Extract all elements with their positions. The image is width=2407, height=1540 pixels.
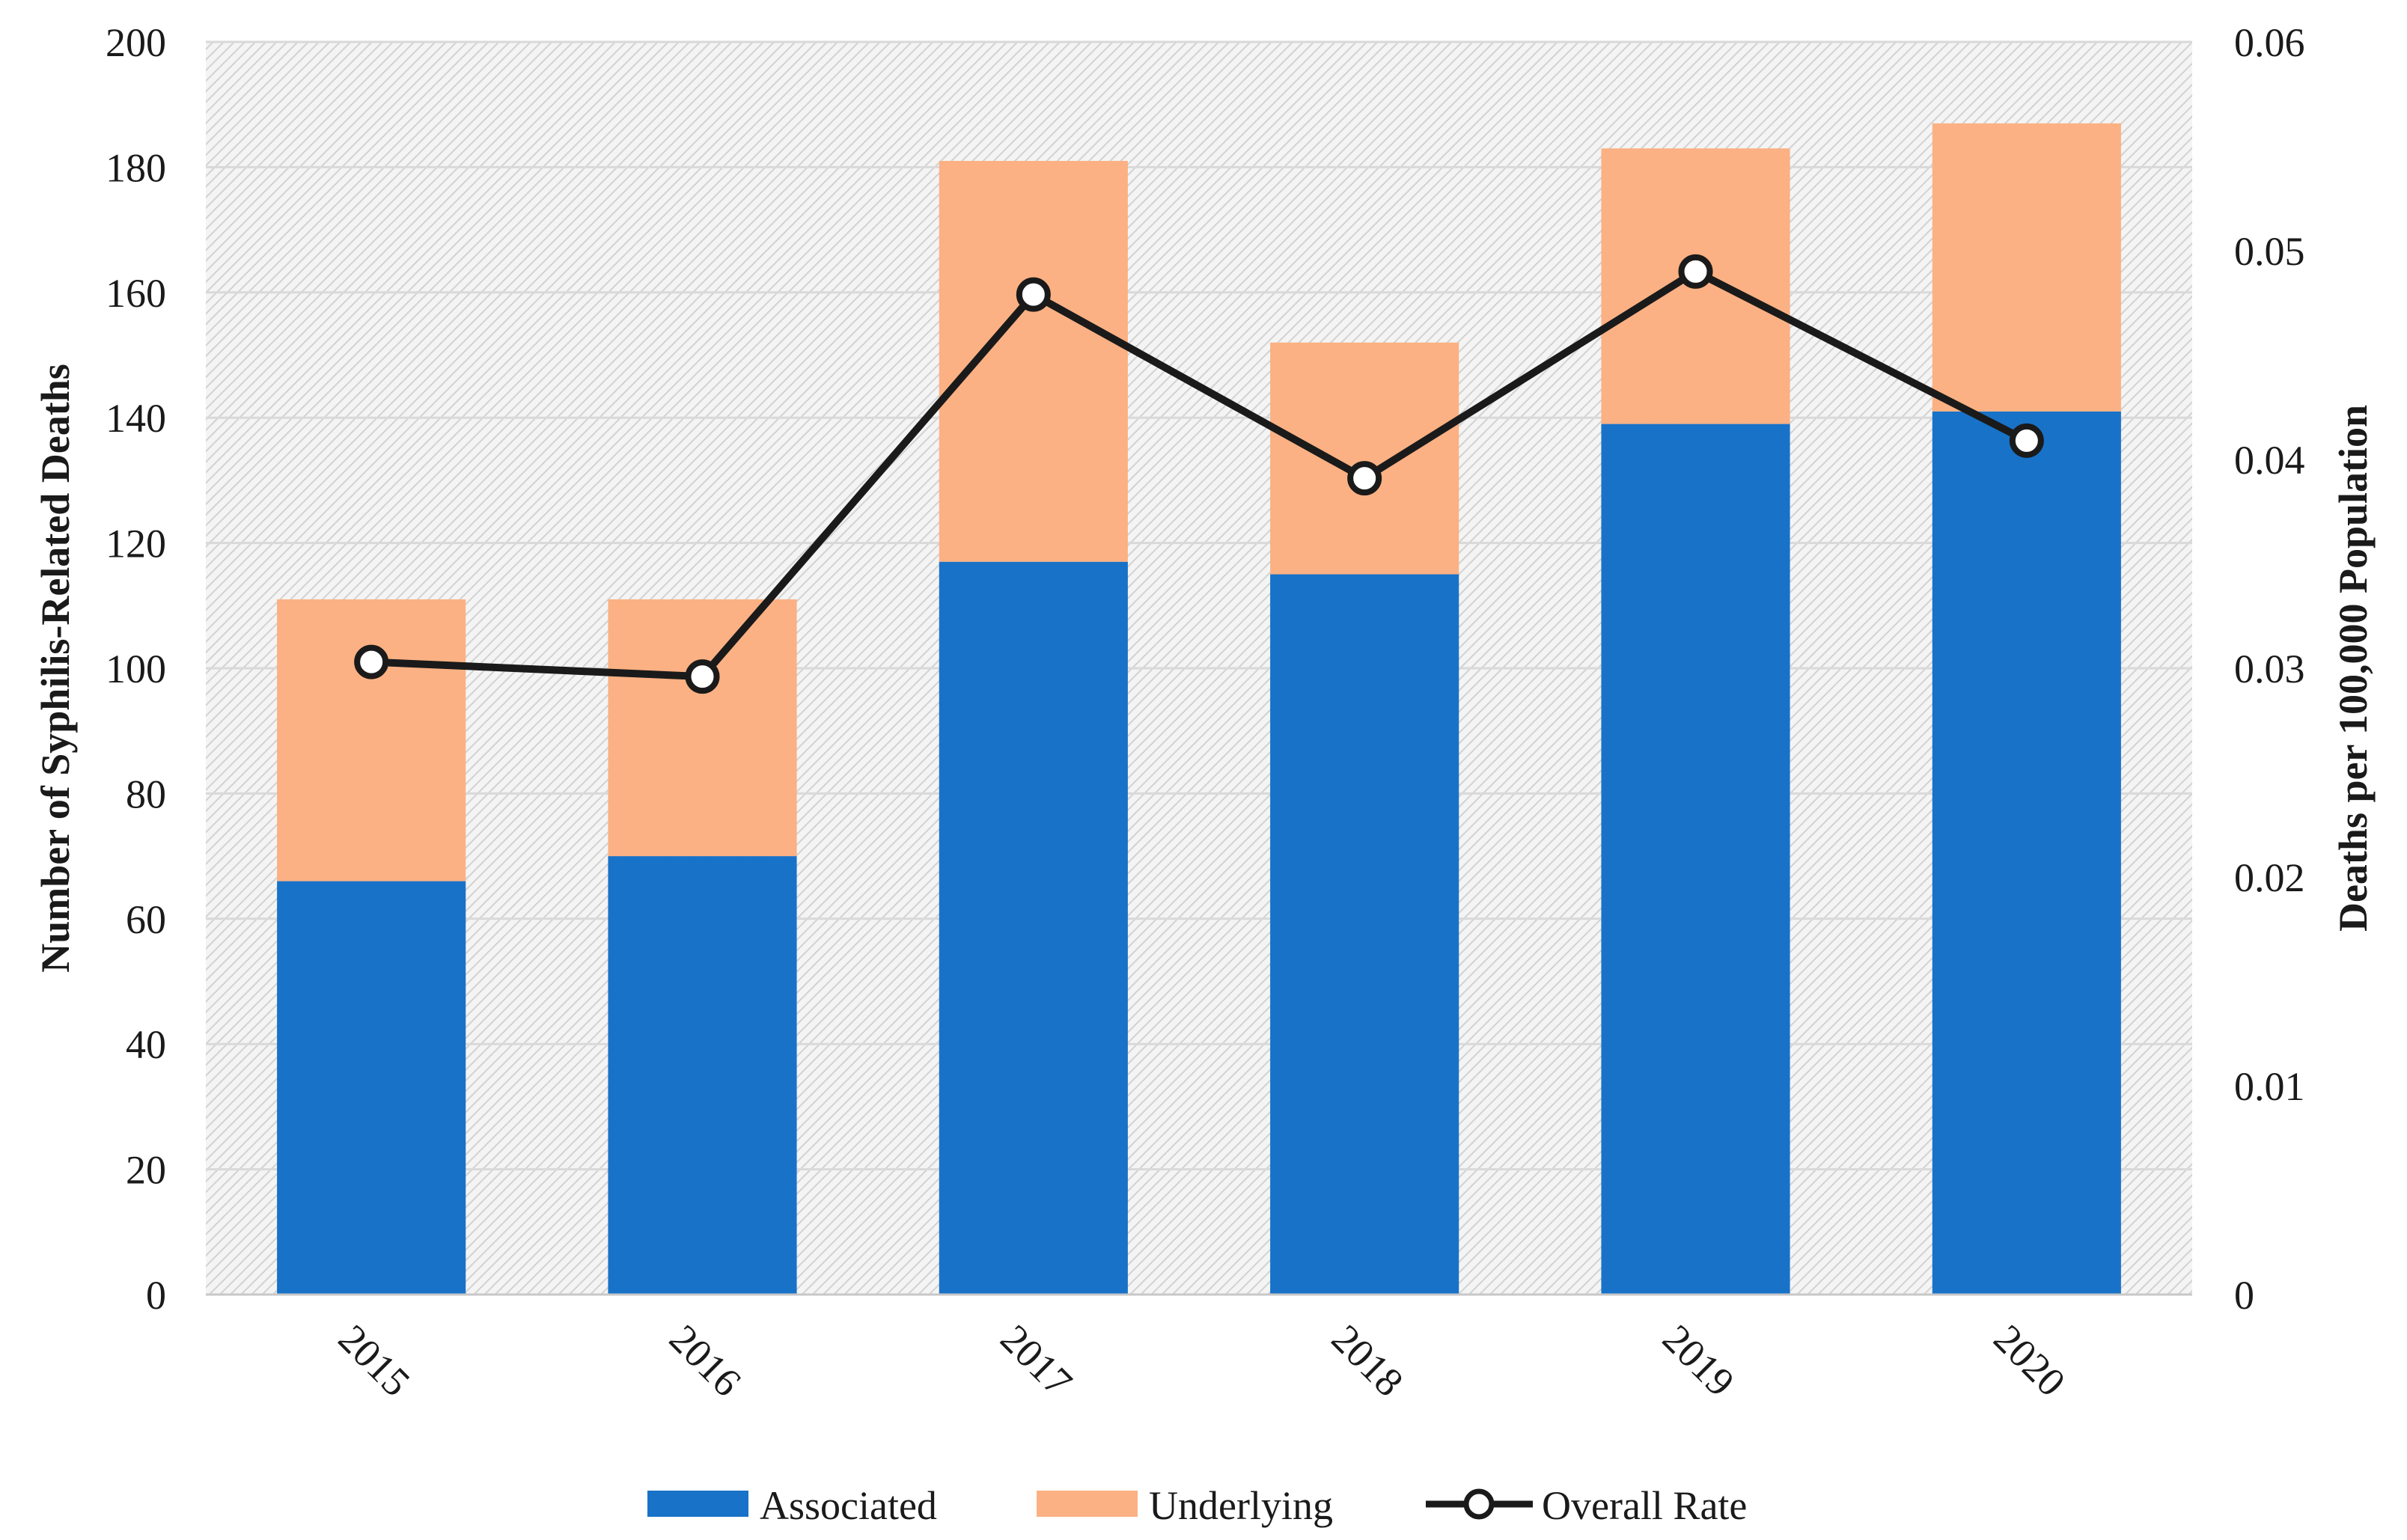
legend-swatch-associated [647, 1491, 748, 1517]
legend-label-associated: Associated [760, 1483, 937, 1528]
y2-axis-ticks: 0 0.01 0.02 0.03 0.04 0.05 0.06 [2234, 20, 2305, 1318]
y2-tick-label-0: 0 [2234, 1273, 2254, 1318]
y2-tick-label-0.03: 0.03 [2234, 647, 2305, 691]
y-tick-label-0: 0 [146, 1273, 166, 1318]
x-tick-label-2018: 2018 [1323, 1316, 1412, 1405]
bar-underlying-2017 [939, 161, 1128, 562]
y2-tick-label-0.01: 0.01 [2234, 1064, 2305, 1109]
y-tick-label-180: 180 [106, 145, 166, 190]
y-tick-label-80: 80 [126, 771, 166, 816]
legend-label-underlying: Underlying [1149, 1483, 1333, 1528]
y-axis-ticks: 0 20 40 60 80 100 120 140 160 180 200 [106, 20, 166, 1318]
y-tick-label-200: 200 [106, 20, 166, 65]
x-axis-ticks: 2015 2016 2017 2018 2019 2020 [330, 1316, 2074, 1405]
y-tick-label-140: 140 [106, 396, 166, 441]
legend-item-overall-rate: Overall Rate [1426, 1483, 1747, 1528]
y2-tick-label-0.02: 0.02 [2234, 855, 2305, 900]
y-tick-label-160: 160 [106, 271, 166, 316]
bar-associated-2018 [1270, 574, 1459, 1295]
y-tick-label-60: 60 [126, 897, 166, 942]
y2-axis-title: Deaths per 100,000 Population [2331, 405, 2376, 932]
y-tick-label-40: 40 [126, 1022, 166, 1067]
bar-associated-2015 [277, 881, 466, 1295]
bar-associated-2016 [608, 856, 797, 1295]
bar-underlying-2016 [608, 599, 797, 857]
point-overall-rate-2019 [1678, 254, 1713, 289]
x-tick-label-2016: 2016 [661, 1316, 750, 1405]
x-tick-label-2015: 2015 [330, 1316, 419, 1405]
bar-associated-2019 [1601, 424, 1790, 1295]
point-overall-rate-2015 [354, 644, 389, 679]
bar-underlying-2015 [277, 599, 466, 881]
x-tick-label-2017: 2017 [992, 1316, 1081, 1405]
bar-underlying-2020 [1932, 123, 2121, 412]
x-tick-label-2019: 2019 [1654, 1316, 1743, 1405]
x-tick-label-2020: 2020 [1985, 1316, 2074, 1405]
point-overall-rate-2016 [685, 659, 720, 694]
y-axis-title: Number of Syphilis-Related Deaths [33, 364, 78, 973]
y2-tick-label-0.06: 0.06 [2234, 20, 2305, 65]
y2-tick-label-0.05: 0.05 [2234, 229, 2305, 274]
y-tick-label-120: 120 [106, 522, 166, 566]
legend: Associated Underlying Overall Rate [647, 1483, 1747, 1528]
bar-underlying-2018 [1270, 342, 1459, 575]
bar-associated-2017 [939, 561, 1128, 1295]
legend-item-associated: Associated [647, 1483, 937, 1528]
line-overall-rate [370, 267, 2029, 681]
bar-associated-2020 [1932, 411, 2121, 1295]
bars [277, 123, 2121, 1295]
y2-tick-label-0.04: 0.04 [2234, 438, 2305, 483]
point-overall-rate-2018 [1347, 461, 1382, 496]
gridlines [206, 40, 2192, 1171]
legend-label-overall-rate: Overall Rate [1542, 1483, 1747, 1528]
y-tick-label-20: 20 [126, 1148, 166, 1193]
legend-marker-overall-rate [1463, 1488, 1495, 1520]
rate-line [354, 254, 2044, 694]
y-tick-label-100: 100 [106, 647, 166, 691]
point-overall-rate-2017 [1016, 277, 1051, 312]
point-overall-rate-2020 [2009, 423, 2044, 458]
legend-swatch-underlying [1037, 1491, 1138, 1517]
legend-item-underlying: Underlying [1037, 1483, 1333, 1528]
